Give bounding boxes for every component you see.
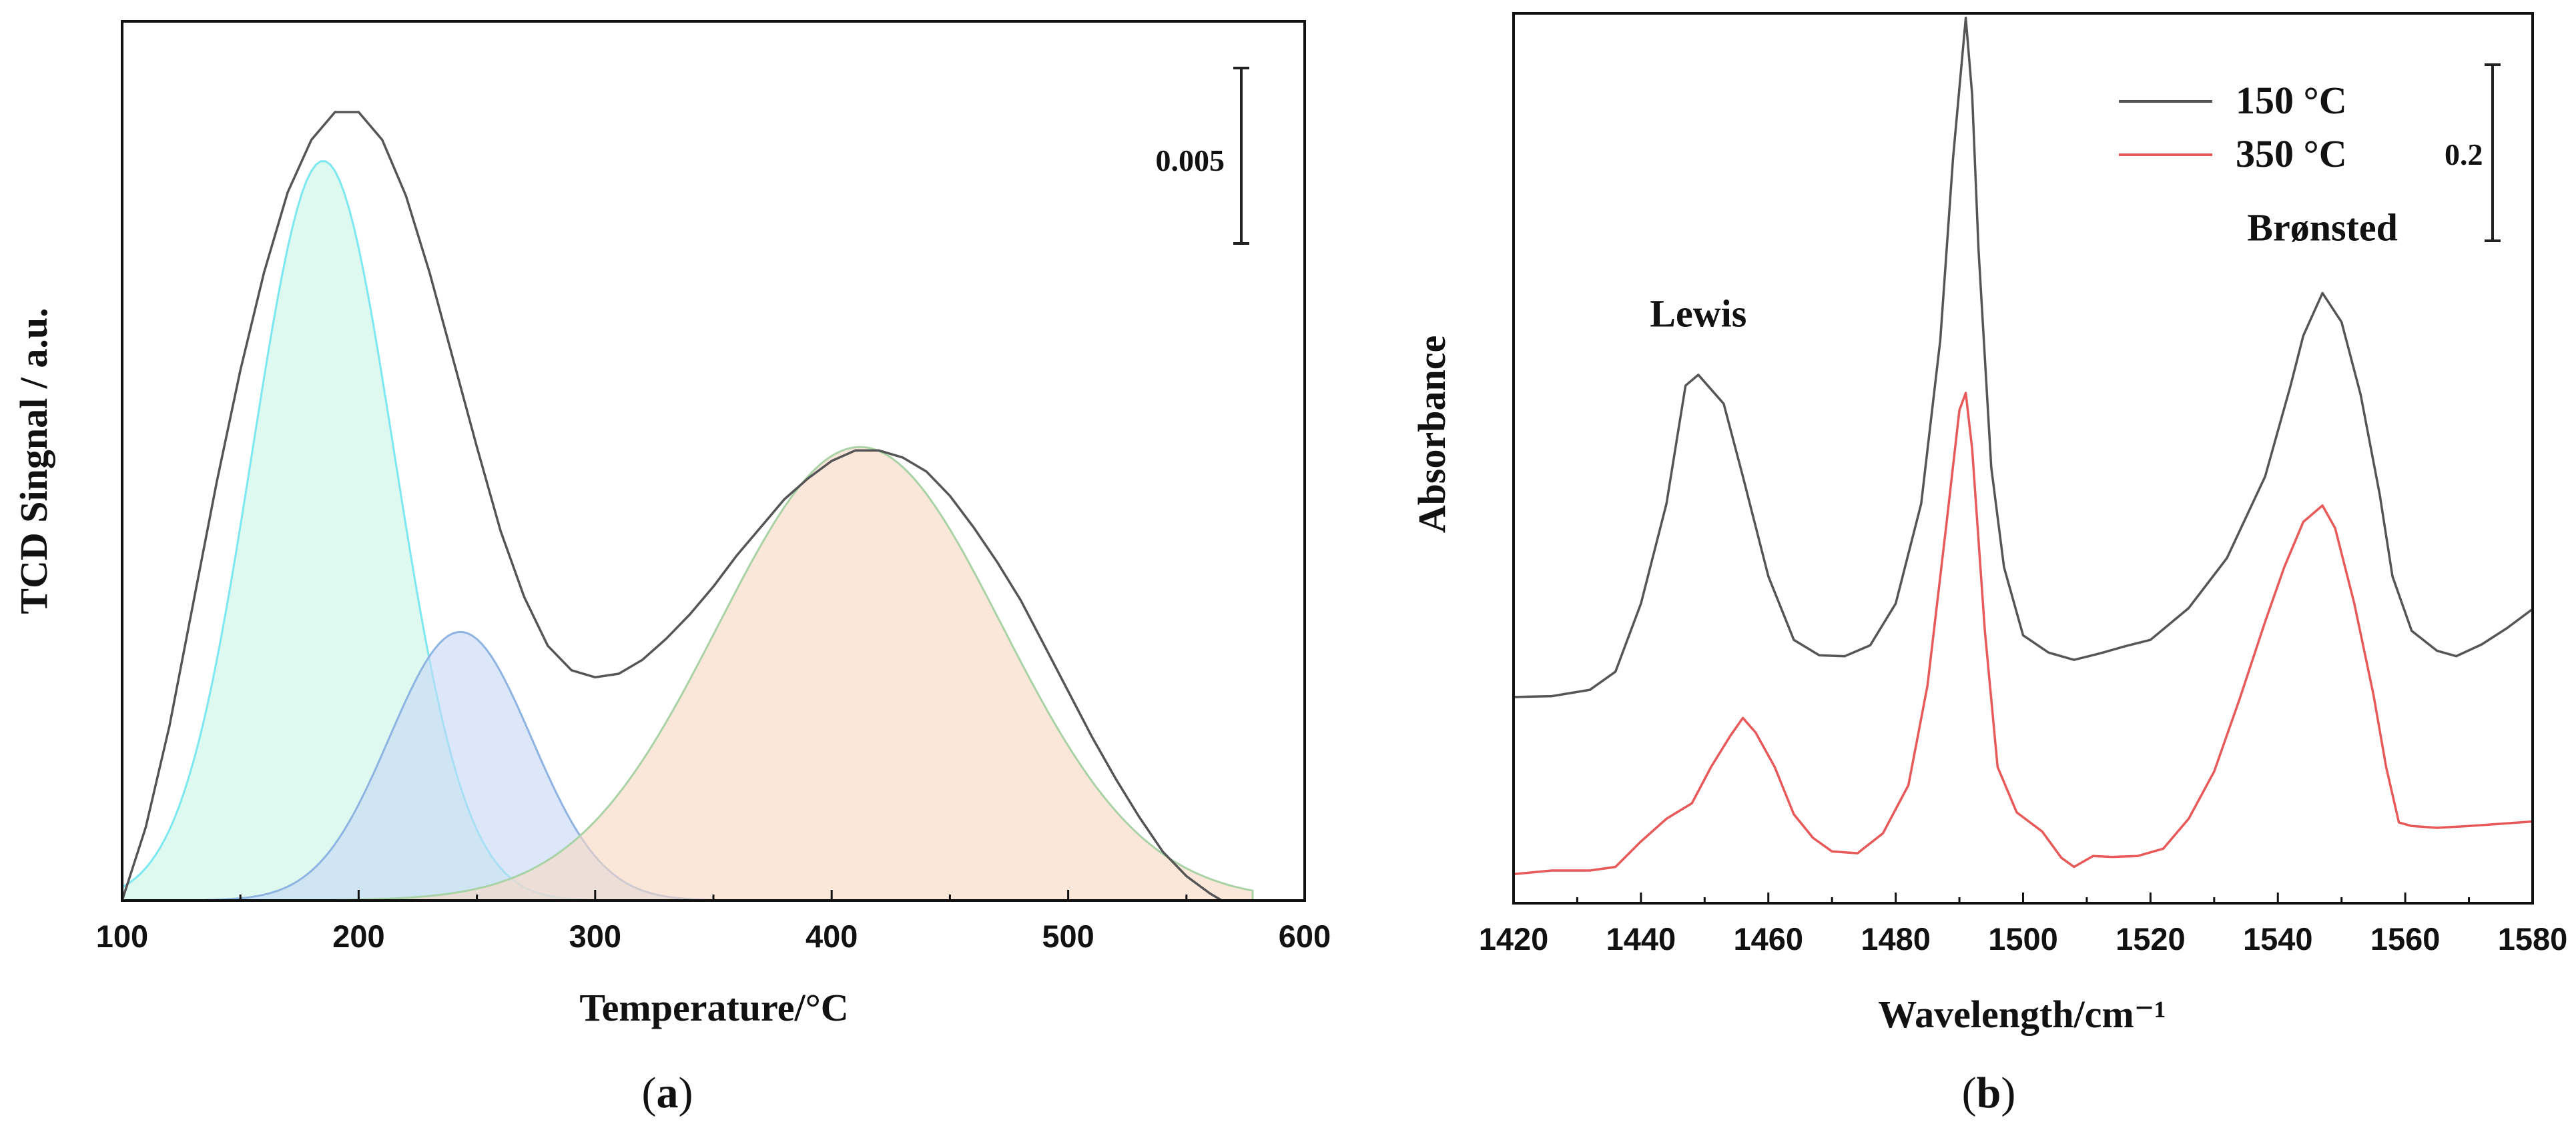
tpd-curve (121, 111, 1223, 902)
x-b-tick-label: 1520 (2116, 921, 2186, 957)
x-axis-title-b: Wavelength/cm⁻¹ (1878, 993, 2166, 1036)
scale-bar-label-b: 0.2 (2445, 137, 2483, 171)
y-axis-title-a: TCD Singnal / a.u. (12, 308, 55, 614)
legend-b: 150 °C 350 °C (2119, 79, 2347, 175)
ftir-curve-group (1513, 17, 2534, 876)
x-axis-ticks-b: 1420 1440 1460 1480 1500 1520 1540 1560 1580 (1479, 893, 2568, 957)
x-b-tick-label: 1460 (1733, 921, 1803, 957)
x-a-tick-label: 400 (806, 919, 858, 954)
x-a-tick-label: 200 (332, 919, 384, 954)
spectrum-350c-line (1513, 392, 2533, 876)
tpd-curve-group (121, 111, 1223, 902)
legend-label-150c: 150 °C (2236, 79, 2347, 122)
scale-bar-b: 0.2 (2445, 63, 2501, 242)
lewis-annotation: Lewis (1650, 292, 1746, 336)
x-b-tick-label: 1500 (1988, 921, 2058, 957)
x-a-tick-label: 100 (96, 919, 148, 954)
panel-letter-b: b (1977, 1069, 2001, 1117)
panel-b-ftir-chart: 1420 1440 1460 1480 1500 1520 1540 1560 1580 150… (1410, 12, 2568, 1117)
y-axis-title-b: Absorbance (1410, 336, 1454, 533)
x-axis-title-a: Temperature/°C (579, 986, 848, 1029)
panel-letter-a: a (657, 1069, 679, 1117)
spectrum-150c-line (1513, 17, 2534, 698)
x-b-tick-label: 1480 (1861, 921, 1931, 957)
x-a-tick-label: 300 (569, 919, 621, 954)
x-a-tick-label: 500 (1042, 919, 1094, 954)
x-b-tick-label: 1540 (2243, 921, 2313, 957)
panel-label-a: (a) (642, 1069, 693, 1117)
x-b-tick-label: 1580 (2498, 921, 2568, 957)
x-axis-ticks-a: 100 200 300 400 500 600 (96, 890, 1331, 954)
bronsted-annotation: Brønsted (2247, 205, 2398, 249)
fitted-peak-areas (121, 160, 1254, 902)
plot-frame-b (1512, 12, 2534, 905)
x-b-tick-label: 1560 (2370, 921, 2441, 957)
panel-label-b: (b) (1962, 1069, 2016, 1117)
scale-bar-label-a: 0.005 (1156, 143, 1225, 177)
legend-label-350c: 350 °C (2236, 132, 2347, 175)
scale-bar-a: 0.005 (1156, 67, 1249, 245)
panel-a-tpd-chart: 100 200 300 400 500 600 0.005 Temperature/°C … (12, 20, 1331, 1117)
peak-annotations-b: Lewis Brønsted (1650, 205, 2398, 335)
x-a-tick-label: 600 (1279, 919, 1331, 954)
x-b-tick-label: 1420 (1479, 921, 1549, 957)
x-b-tick-label: 1440 (1606, 921, 1676, 957)
